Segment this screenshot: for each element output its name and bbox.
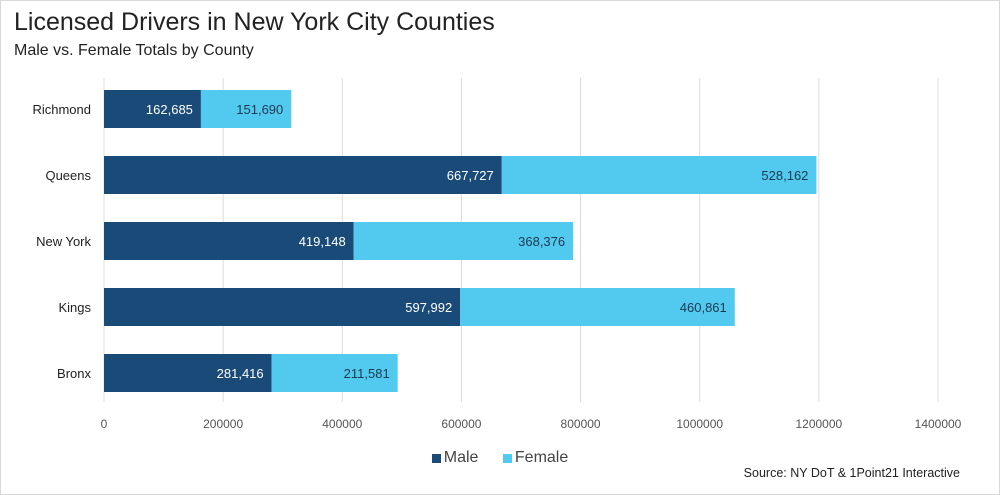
y-category-label: Richmond — [32, 102, 91, 117]
bar-male — [104, 156, 502, 194]
legend: Male Female — [0, 449, 1000, 468]
legend-label-male: Male — [443, 449, 479, 466]
data-label: 419,148 — [299, 234, 346, 249]
y-category-label: New York — [36, 234, 91, 249]
bar-female — [353, 222, 574, 260]
chart-subtitle: Male vs. Female Totals by County — [14, 42, 254, 59]
data-label: 151,690 — [236, 102, 283, 117]
data-label: 528,162 — [761, 168, 808, 183]
x-tick-label: 600000 — [441, 417, 481, 431]
bar-female — [501, 156, 817, 194]
data-label: 211,581 — [344, 366, 390, 381]
x-tick-label: 400000 — [322, 417, 362, 431]
y-category-label: Bronx — [57, 366, 91, 381]
bar-male — [104, 354, 272, 392]
x-tick-label: 1400000 — [915, 417, 962, 431]
legend-item-male[interactable]: Male — [431, 449, 479, 467]
legend-label-female: Female — [514, 449, 569, 466]
data-label: 667,727 — [447, 168, 494, 183]
x-tick-label: 1200000 — [795, 417, 842, 431]
y-category-label: Queens — [45, 168, 91, 183]
source-note: Source: NY DoT & 1Point21 Interactive — [743, 466, 960, 480]
bar-male — [104, 90, 201, 128]
legend-swatch-female — [502, 453, 512, 463]
bar-male — [104, 222, 354, 260]
x-tick-label: 0 — [101, 417, 108, 431]
legend-item-female[interactable]: Female — [502, 449, 569, 467]
y-category-label: Kings — [58, 300, 91, 315]
data-label: 162,685 — [146, 102, 193, 117]
bar-female — [460, 288, 735, 326]
bar-female — [200, 90, 292, 128]
chart-title: Licensed Drivers in New York City Counti… — [14, 8, 495, 36]
data-label: 460,861 — [680, 300, 727, 315]
x-tick-label: 1000000 — [676, 417, 723, 431]
x-tick-label: 800000 — [561, 417, 601, 431]
legend-swatch-male — [431, 453, 441, 463]
x-tick-label: 200000 — [203, 417, 243, 431]
bar-female — [271, 354, 398, 392]
bar-male — [104, 288, 461, 326]
data-label: 597,992 — [405, 300, 452, 315]
data-label: 368,376 — [518, 234, 565, 249]
data-label: 281,416 — [217, 366, 264, 381]
